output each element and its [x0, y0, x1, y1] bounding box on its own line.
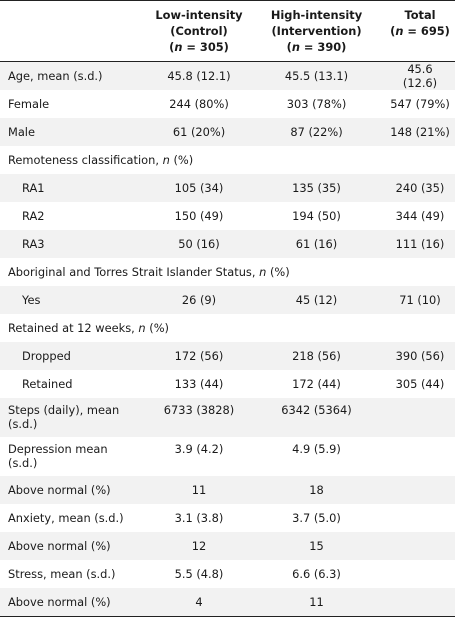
cell-low: 50 (16) — [178, 237, 220, 251]
cell-total: 390 (56) — [395, 349, 445, 363]
cell-total: 111 (16) — [395, 237, 445, 251]
table-row: Steps (daily), mean (s.d.) 6733 (3828) 634… — [0, 398, 455, 437]
table-row: Depression mean (s.d.) 3.9 (4.2) 4.9 (5.9) — [0, 437, 455, 476]
header-row: Low-intensity (Control) (n = 305) High-i… — [0, 0, 455, 62]
row-label: Depression mean (s.d.) — [8, 442, 108, 470]
row-label: Stress, mean (s.d.) — [8, 567, 116, 581]
cell-low: 6733 (3828) — [163, 403, 235, 417]
cell-low: 150 (49) — [174, 209, 224, 223]
cell-low: 3.1 (3.8) — [174, 511, 224, 525]
table-row: RA1 105 (34) 135 (35) 240 (35) — [0, 174, 455, 202]
cell-high: 4.9 (5.9) — [292, 442, 341, 456]
cell-high: 172 (44) — [292, 377, 341, 391]
header-total: Total (n = 695) — [390, 8, 450, 38]
table-row: Age, mean (s.d.) 45.8 (12.1) 45.5 (13.1) 45… — [0, 61, 455, 90]
cell-high: 11 — [309, 594, 324, 609]
row-label: RA2 — [22, 209, 45, 223]
cell-low: 4 — [195, 594, 203, 609]
cell-high: 194 (50) — [292, 209, 341, 223]
cell-high: 135 (35) — [292, 181, 341, 195]
table-row: Above normal (%) 11 18 — [0, 476, 455, 504]
cell-low: 12 — [191, 539, 207, 553]
cell-high: 18 — [309, 483, 324, 497]
table-row: Female 244 (80%) 303 (78%) 547 (79%) — [0, 90, 455, 118]
cell-low: 61 (20%) — [172, 125, 226, 139]
cell-high: 303 (78%) — [286, 97, 347, 111]
demographics-table: Low-intensity (Control) (n = 305) High-i… — [0, 0, 455, 616]
cell-low: 244 (80%) — [169, 97, 229, 111]
row-label: Steps (daily), mean (s.d.) — [8, 403, 120, 431]
cell-total — [375, 560, 455, 588]
cell-total — [375, 532, 455, 560]
row-label: Female — [8, 97, 50, 111]
table-row: RA3 50 (16) 61 (16) 111 (16) — [0, 230, 455, 258]
row-label: RA1 — [22, 181, 45, 195]
section-label: Remoteness classification, n (%) — [8, 153, 194, 167]
table-row: Remoteness classification, n (%) — [0, 146, 455, 174]
cell-high: 87 (22%) — [290, 125, 343, 139]
cell-low: 11 — [191, 483, 207, 497]
cell-low: 3.9 (4.2) — [174, 442, 224, 456]
row-label: Male — [8, 125, 35, 139]
cell-total: 547 (79%) — [390, 97, 450, 111]
cell-high: 45 (12) — [295, 293, 338, 307]
cell-low: 105 (34) — [174, 181, 224, 195]
header-low-intensity: Low-intensity (Control) (n = 305) — [155, 8, 243, 54]
cell-high: 6.6 (6.3) — [292, 567, 341, 581]
table-row: Above normal (%) 4 11 — [0, 588, 455, 616]
table-row: Anxiety, mean (s.d.) 3.1 (3.8) 3.7 (5.0) — [0, 504, 455, 532]
cell-high: 61 (16) — [295, 237, 338, 251]
table-row: Aboriginal and Torres Strait Islander St… — [0, 258, 455, 286]
cell-high: 6342 (5364) — [281, 403, 352, 417]
cell-low: 5.5 (4.8) — [174, 567, 224, 581]
cell-total: 305 (44) — [395, 377, 445, 391]
cell-low: 26 (9) — [181, 293, 217, 307]
row-label: Anxiety, mean (s.d.) — [8, 511, 124, 525]
cell-total — [375, 476, 455, 504]
cell-high: 218 (56) — [292, 349, 341, 363]
cell-total — [375, 504, 455, 532]
row-label: Yes — [22, 293, 41, 307]
cell-total: 45.6 (12.6) — [402, 62, 438, 90]
row-label: Above normal (%) — [8, 539, 111, 553]
row-label: Retained — [22, 377, 73, 391]
cell-low: 172 (56) — [174, 349, 224, 363]
section-label: Retained at 12 weeks, n (%) — [8, 321, 169, 335]
table-row: Retained 133 (44) 172 (44) 305 (44) — [0, 370, 455, 398]
table-row: Stress, mean (s.d.) 5.5 (4.8) 6.6 (6.3) — [0, 560, 455, 588]
section-label: Aboriginal and Torres Strait Islander St… — [8, 265, 290, 279]
header-empty — [0, 1, 140, 62]
table-row: Male 61 (20%) 87 (22%) 148 (21%) — [0, 118, 455, 146]
cell-total: 240 (35) — [395, 181, 445, 195]
cell-low: 133 (44) — [174, 377, 224, 391]
cell-high: 3.7 (5.0) — [292, 511, 341, 525]
cell-total: 148 (21%) — [390, 125, 450, 139]
table-row: Yes 26 (9) 45 (12) 71 (10) — [0, 286, 455, 314]
cell-total: 71 (10) — [399, 293, 441, 307]
row-label: Age, mean (s.d.) — [8, 69, 103, 83]
table-row: Retained at 12 weeks, n (%) — [0, 314, 455, 342]
row-label: Above normal (%) — [8, 594, 111, 609]
cell-high: 45.5 (13.1) — [284, 69, 349, 83]
row-label: Above normal (%) — [8, 483, 111, 497]
cell-high: 15 — [309, 539, 324, 553]
cell-total: 344 (49) — [395, 209, 445, 223]
cell-total — [375, 437, 455, 476]
cell-low: 45.8 (12.1) — [167, 69, 231, 83]
table-row: RA2 150 (49) 194 (50) 344 (49) — [0, 202, 455, 230]
header-high-intensity: High-intensity (Intervention) (n = 390) — [270, 8, 363, 54]
row-label: Dropped — [22, 349, 71, 363]
cell-total — [375, 588, 455, 616]
table-row: Dropped 172 (56) 218 (56) 390 (56) — [0, 342, 455, 370]
cell-total — [375, 398, 455, 437]
table-row: Above normal (%) 12 15 — [0, 532, 455, 560]
row-label: RA3 — [22, 237, 45, 251]
